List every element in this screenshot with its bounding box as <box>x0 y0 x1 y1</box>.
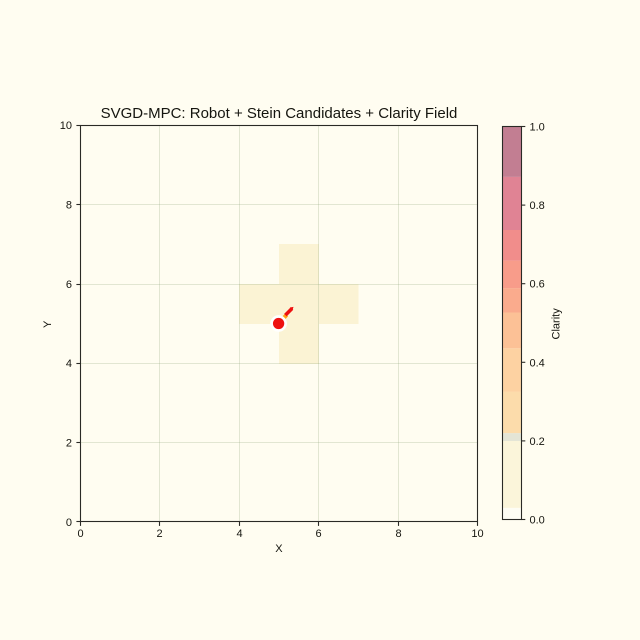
svg-text:8: 8 <box>395 528 401 540</box>
svg-text:8: 8 <box>66 200 72 212</box>
svg-text:0: 0 <box>66 517 72 529</box>
svg-text:2: 2 <box>156 528 162 540</box>
svg-text:6: 6 <box>66 279 72 291</box>
svg-text:6: 6 <box>315 528 321 540</box>
svg-text:0.4: 0.4 <box>530 357 545 369</box>
svg-text:4: 4 <box>66 358 72 370</box>
svg-text:Y: Y <box>42 320 54 328</box>
svg-text:0.6: 0.6 <box>530 279 545 291</box>
svg-text:10: 10 <box>60 120 72 132</box>
svg-text:0: 0 <box>77 528 83 540</box>
svg-text:0.0: 0.0 <box>530 515 545 527</box>
svg-text:X: X <box>275 543 283 555</box>
svg-text:0.2: 0.2 <box>530 436 545 448</box>
svg-text:10: 10 <box>471 528 483 540</box>
svg-text:Clarity: Clarity <box>551 308 563 340</box>
svg-text:4: 4 <box>236 528 242 540</box>
svg-text:0.8: 0.8 <box>530 200 545 212</box>
svg-text:SVGD-MPC: Robot + Stein Candid: SVGD-MPC: Robot + Stein Candidates + Cla… <box>101 105 458 122</box>
svg-text:1.0: 1.0 <box>530 122 545 134</box>
svg-text:2: 2 <box>66 438 72 450</box>
